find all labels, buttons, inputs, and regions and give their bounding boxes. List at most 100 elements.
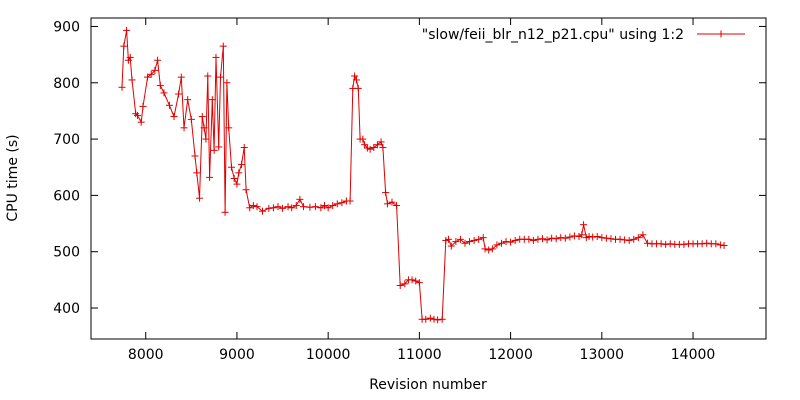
data-point — [324, 204, 332, 212]
x-tick-label: 13000 — [580, 347, 625, 363]
data-point — [120, 42, 128, 50]
legend-entry-label: "slow/feii_blr_n12_p21.cpu" using 1:2 — [422, 27, 684, 43]
data-point — [720, 242, 728, 250]
data-point — [126, 53, 134, 61]
data-point — [383, 200, 391, 208]
axis-ticks — [91, 18, 766, 339]
data-point — [639, 231, 647, 239]
data-point — [206, 173, 214, 181]
data-point — [497, 239, 505, 247]
data-point — [204, 72, 212, 80]
data-point — [233, 180, 241, 188]
data-point — [578, 231, 586, 239]
data-point — [196, 194, 204, 202]
data-point — [529, 236, 537, 244]
data-point — [502, 238, 510, 246]
data-point — [151, 66, 159, 74]
x-tick-label: 8000 — [128, 347, 164, 363]
data-point — [246, 204, 254, 212]
data-point — [370, 144, 378, 152]
data-point — [351, 72, 359, 80]
data-point — [366, 145, 374, 153]
data-point — [230, 175, 238, 182]
data-point — [191, 152, 199, 160]
data-point — [393, 202, 401, 210]
data-point — [616, 235, 624, 243]
data-point — [198, 113, 206, 121]
data-point — [212, 53, 220, 61]
data-point — [481, 245, 489, 253]
data-point — [175, 90, 183, 98]
data-point — [630, 235, 638, 243]
data-point — [408, 276, 416, 284]
data-point — [382, 189, 390, 197]
data-point — [422, 315, 430, 323]
data-point — [373, 141, 381, 149]
data-point — [548, 234, 556, 242]
data-point — [488, 245, 496, 253]
data-point — [456, 235, 464, 243]
data-point — [712, 240, 720, 248]
data-point — [338, 199, 346, 207]
data-point — [434, 316, 442, 324]
data-point — [329, 202, 337, 210]
data-point — [461, 239, 469, 247]
data-point — [625, 236, 633, 244]
data-point — [426, 314, 434, 322]
data-point — [177, 73, 185, 81]
data-point — [200, 124, 208, 132]
data-point — [300, 203, 308, 211]
data-point — [479, 234, 487, 242]
data-point — [144, 73, 152, 81]
data-point — [132, 110, 140, 118]
legend-entry-marker — [717, 30, 725, 38]
x-tick-label: 11000 — [397, 347, 442, 363]
data-point — [470, 236, 478, 244]
y-tick-label: 600 — [53, 188, 80, 204]
y-tick-label: 900 — [53, 19, 80, 35]
data-point — [388, 198, 396, 206]
data-point — [552, 235, 560, 243]
legend-marker-plus — [717, 30, 725, 38]
data-point — [346, 197, 354, 205]
data-point — [539, 235, 547, 243]
x-tick-label: 10000 — [306, 347, 351, 363]
data-point — [311, 203, 319, 211]
data-point — [225, 124, 233, 132]
data-point — [680, 240, 688, 248]
data-point — [253, 203, 261, 211]
data-point — [306, 203, 314, 211]
data-point — [666, 240, 674, 248]
data-point — [493, 241, 501, 249]
data-point — [438, 315, 446, 323]
data-point — [447, 242, 455, 250]
y-tick-label: 700 — [53, 132, 80, 148]
data-point — [269, 204, 277, 212]
data-point — [333, 200, 341, 208]
data-point — [352, 76, 360, 84]
data-point — [557, 234, 565, 242]
data-point — [716, 241, 724, 249]
data-point — [570, 232, 578, 240]
data-point — [534, 235, 542, 243]
data-point — [137, 118, 145, 126]
plot-frame — [90, 17, 767, 340]
data-point — [593, 233, 601, 241]
data-point — [139, 102, 147, 110]
series-line — [121, 30, 725, 321]
data-point — [589, 233, 597, 241]
y-tick-label: 500 — [53, 245, 80, 261]
data-point — [634, 234, 642, 242]
data-point — [147, 70, 155, 78]
axis-tick-labels: 8000 9000 10000 11000 12000 13000 14000 400 500 6… — [53, 19, 715, 363]
y-tick-label: 400 — [53, 301, 80, 317]
y-tick-label: 800 — [53, 76, 80, 92]
data-point — [265, 204, 273, 212]
data-point — [485, 246, 493, 254]
data-point — [412, 277, 420, 285]
data-point — [284, 203, 292, 211]
data-point — [274, 203, 282, 211]
data-point — [607, 235, 615, 243]
data-point — [227, 163, 235, 171]
data-point — [507, 238, 515, 246]
